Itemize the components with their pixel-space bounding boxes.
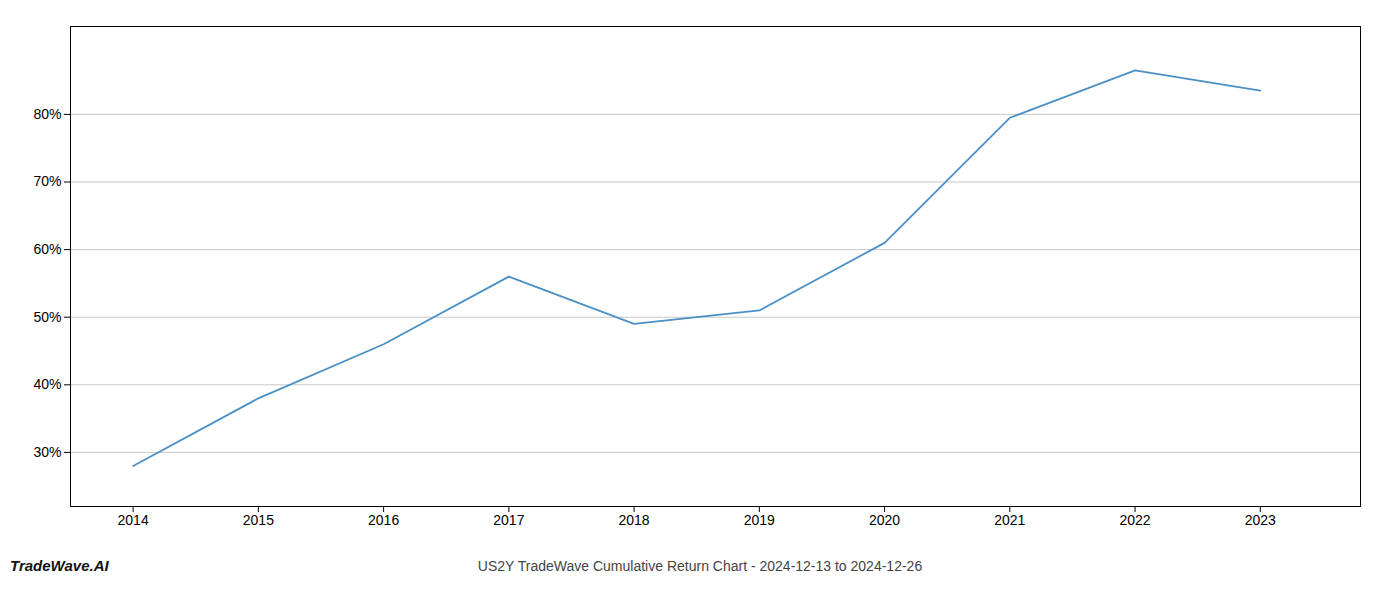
svg-text:2015: 2015 bbox=[243, 512, 274, 528]
svg-text:2020: 2020 bbox=[869, 512, 900, 528]
svg-text:2019: 2019 bbox=[744, 512, 775, 528]
svg-text:2018: 2018 bbox=[619, 512, 650, 528]
html-text:TradeWave.AI: TradeWave.AI bbox=[10, 557, 109, 574]
svg-text:60%: 60% bbox=[33, 241, 61, 257]
svg-text:50%: 50% bbox=[33, 309, 61, 325]
svg-text:70%: 70% bbox=[33, 173, 61, 189]
svg-text:2022: 2022 bbox=[1119, 512, 1150, 528]
html-text:US2Y TradeWave Cumulative Retu: US2Y TradeWave Cumulative Return Chart -… bbox=[477, 558, 923, 574]
svg-text:80%: 80% bbox=[33, 106, 61, 122]
svg-text:30%: 30% bbox=[33, 444, 61, 460]
svg-text:2021: 2021 bbox=[994, 512, 1025, 528]
svg-text:2014: 2014 bbox=[118, 512, 149, 528]
svg-text:2016: 2016 bbox=[368, 512, 399, 528]
svg-text:40%: 40% bbox=[33, 376, 61, 392]
svg-text:2023: 2023 bbox=[1245, 512, 1276, 528]
svg-text:2017: 2017 bbox=[493, 512, 524, 528]
